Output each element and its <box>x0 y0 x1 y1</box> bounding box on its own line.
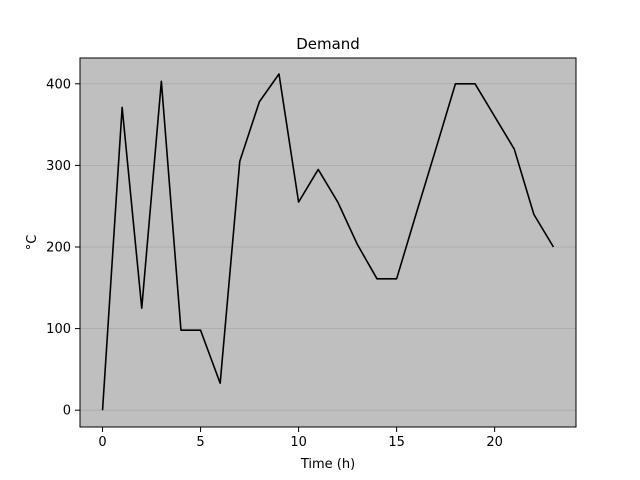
plot-area <box>80 58 576 427</box>
x-tick-label: 5 <box>196 435 204 450</box>
x-axis-title: Time (h) <box>300 457 355 472</box>
chart-title: Demand <box>296 35 360 53</box>
x-tick-label: 0 <box>98 435 106 450</box>
grid-lines <box>80 83 576 411</box>
y-tick-label: 200 <box>46 240 71 255</box>
y-tick-label: 100 <box>46 322 71 337</box>
y-tick-label: 400 <box>46 77 71 92</box>
y-tick-label: 0 <box>63 404 71 419</box>
x-axis-ticks: 0 5 10 15 20 <box>98 427 503 450</box>
x-tick-label: 15 <box>388 435 405 450</box>
y-axis-ticks: 0 100 200 300 400 <box>46 77 80 419</box>
series-line <box>101 73 555 411</box>
x-tick-label: 20 <box>486 435 503 450</box>
y-axis-title: °C <box>25 235 40 251</box>
series-layer <box>101 73 555 411</box>
plot-frame <box>79 57 577 428</box>
y-tick-label: 300 <box>46 159 71 174</box>
x-tick-label: 10 <box>290 435 307 450</box>
